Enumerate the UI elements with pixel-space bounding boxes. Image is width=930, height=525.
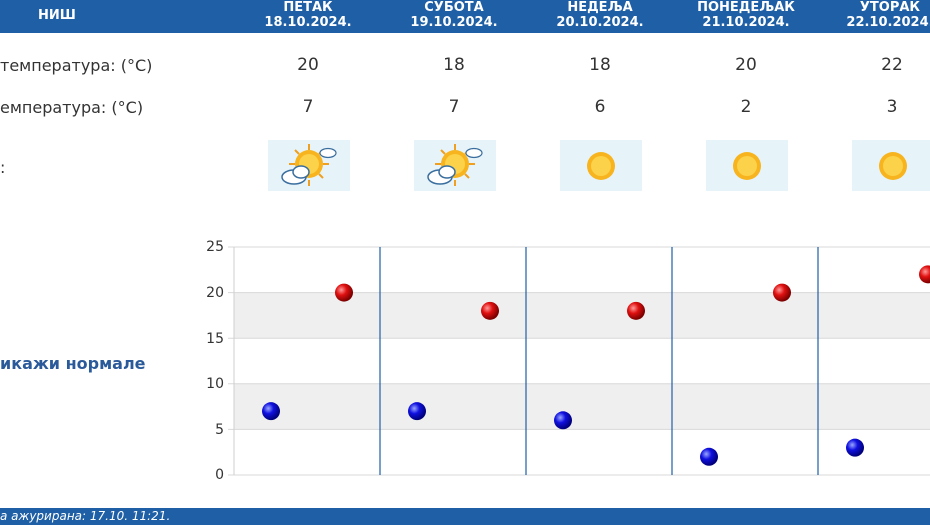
max-temp-label: температура: (°C) — [0, 56, 153, 75]
y-tick-label: 10 — [206, 376, 224, 392]
grid-band — [234, 292, 930, 339]
max-temp-value: 20 — [297, 55, 319, 75]
show-normals-link[interactable]: икажи нормале — [0, 354, 146, 373]
max-temp-value: 20 — [735, 55, 757, 75]
day-column-4: ПОНЕДЕЉАК 21.10.2024. — [676, 0, 816, 30]
sun-cloud-icon — [414, 140, 496, 191]
max-temp-marker — [627, 301, 645, 320]
min-temp-marker — [846, 438, 864, 457]
y-tick-label: 5 — [215, 422, 224, 438]
min-temp-value: 3 — [886, 97, 898, 117]
day-column-3: НЕДЕЉА 20.10.2024. — [530, 0, 670, 30]
min-temp-marker — [408, 402, 426, 421]
max-temp-marker — [481, 301, 499, 320]
min-temp-marker — [700, 447, 718, 466]
min-temp-label: емпература: (°C) — [0, 98, 144, 117]
day-date: 20.10.2024. — [556, 15, 644, 30]
day-date: 22.10.2024. — [846, 15, 930, 30]
max-temp-value: 18 — [589, 55, 611, 75]
day-name: ПЕТАК — [283, 0, 333, 15]
city-name: НИШ — [38, 8, 76, 23]
day-column-5: УТОРАК 22.10.2024. — [820, 0, 930, 30]
max-temp-value: 18 — [443, 55, 465, 75]
y-tick-label: 25 — [206, 239, 224, 255]
day-name: УТОРАК — [859, 0, 921, 15]
day-name: НЕДЕЉА — [567, 0, 633, 15]
min-temp-value: 2 — [740, 97, 752, 117]
y-tick-label: 15 — [206, 331, 224, 347]
min-temp-value: 7 — [448, 97, 460, 117]
max-temp-value: 22 — [881, 55, 903, 75]
max-temp-marker — [773, 283, 791, 302]
day-name: СУБОТА — [424, 0, 484, 15]
max-temp-marker — [335, 283, 353, 302]
max-temp-marker — [919, 265, 930, 284]
sun-icon — [560, 140, 642, 191]
day-date: 18.10.2024. — [264, 15, 352, 30]
y-tick-label: 20 — [206, 285, 224, 301]
weather-label: : — [0, 158, 6, 177]
day-date: 21.10.2024. — [702, 15, 790, 30]
last-updated-text: а ажурирана: 17.10. 11:21. — [0, 509, 171, 523]
min-temp-value: 7 — [302, 97, 314, 117]
sun-icon — [706, 140, 788, 191]
min-temp-marker — [262, 402, 280, 421]
day-name: ПОНЕДЕЉАК — [697, 0, 795, 15]
day-column-1: ПЕТАК 18.10.2024. — [238, 0, 378, 30]
y-tick-label: 0 — [215, 467, 224, 483]
grid-band — [234, 383, 930, 430]
day-date: 19.10.2024. — [410, 15, 498, 30]
sun-icon — [852, 140, 930, 191]
day-column-2: СУБОТА 19.10.2024. — [384, 0, 524, 30]
sun-cloud-icon — [268, 140, 350, 191]
min-temp-marker — [554, 411, 572, 430]
forecast-header: НИШ ПЕТАК 18.10.2024. СУБОТА 19.10.2024.… — [0, 0, 930, 33]
last-updated-footer: а ажурирана: 17.10. 11:21. — [0, 508, 930, 525]
min-temp-value: 6 — [594, 97, 606, 117]
